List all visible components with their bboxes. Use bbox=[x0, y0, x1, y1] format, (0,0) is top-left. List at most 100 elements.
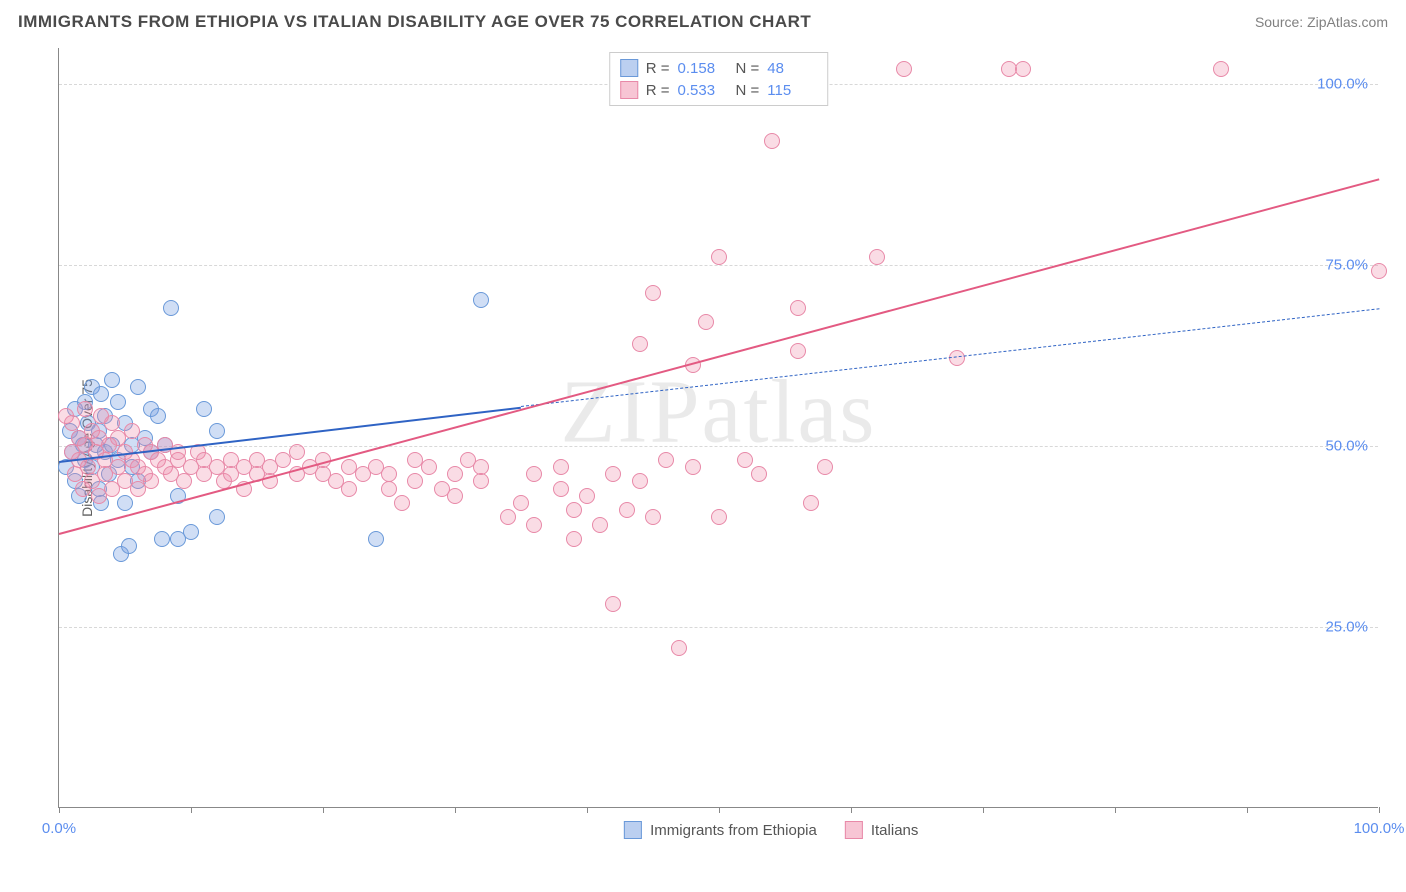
x-tick bbox=[851, 807, 852, 813]
data-point-italians bbox=[526, 517, 542, 533]
legend-series: Immigrants from Ethiopia Italians bbox=[624, 821, 918, 839]
data-point-italians bbox=[592, 517, 608, 533]
y-tick-label: 100.0% bbox=[1317, 76, 1368, 93]
data-point-italians bbox=[869, 249, 885, 265]
data-point-italians bbox=[671, 640, 687, 656]
data-point-italians bbox=[711, 249, 727, 265]
data-point-italians bbox=[949, 350, 965, 366]
legend-item: Immigrants from Ethiopia bbox=[624, 821, 817, 839]
data-point-italians bbox=[77, 401, 93, 417]
x-tick bbox=[191, 807, 192, 813]
x-tick-label: 100.0% bbox=[1354, 820, 1405, 837]
x-tick-label: 0.0% bbox=[42, 820, 76, 837]
data-point-italians bbox=[447, 488, 463, 504]
y-tick-label: 75.0% bbox=[1325, 257, 1368, 274]
data-point-ethiopia bbox=[163, 300, 179, 316]
data-point-italians bbox=[553, 481, 569, 497]
legend-n-label: N = bbox=[736, 82, 760, 99]
data-point-italians bbox=[500, 509, 516, 525]
x-tick bbox=[719, 807, 720, 813]
legend-stat-row: R =0.158N =48 bbox=[620, 57, 818, 79]
legend-r-label: R = bbox=[646, 82, 670, 99]
legend-swatch bbox=[845, 821, 863, 839]
data-point-italians bbox=[124, 423, 140, 439]
data-point-italians bbox=[1213, 61, 1229, 77]
y-tick-label: 25.0% bbox=[1325, 619, 1368, 636]
legend-n-label: N = bbox=[736, 60, 760, 77]
data-point-ethiopia bbox=[117, 495, 133, 511]
data-point-italians bbox=[421, 459, 437, 475]
x-tick bbox=[59, 807, 60, 813]
x-tick bbox=[983, 807, 984, 813]
legend-swatch bbox=[624, 821, 642, 839]
data-point-italians bbox=[605, 466, 621, 482]
x-tick bbox=[587, 807, 588, 813]
x-tick bbox=[1247, 807, 1248, 813]
data-point-italians bbox=[143, 473, 159, 489]
data-point-ethiopia bbox=[183, 524, 199, 540]
gridline bbox=[59, 627, 1378, 628]
data-point-italians bbox=[605, 596, 621, 612]
data-point-ethiopia bbox=[368, 531, 384, 547]
data-point-ethiopia bbox=[130, 379, 146, 395]
legend-stats: R =0.158N =48R =0.533N =115 bbox=[609, 52, 829, 106]
legend-label: Italians bbox=[871, 822, 919, 839]
data-point-italians bbox=[737, 452, 753, 468]
data-point-ethiopia bbox=[196, 401, 212, 417]
legend-item: Italians bbox=[845, 821, 919, 839]
data-point-italians bbox=[896, 61, 912, 77]
source-label: Source: ZipAtlas.com bbox=[1255, 14, 1388, 30]
data-point-italians bbox=[394, 495, 410, 511]
legend-n-value: 48 bbox=[767, 60, 817, 77]
data-point-italians bbox=[566, 531, 582, 547]
data-point-italians bbox=[1015, 61, 1031, 77]
x-tick bbox=[455, 807, 456, 813]
data-point-italians bbox=[341, 481, 357, 497]
gridline bbox=[59, 265, 1378, 266]
data-point-italians bbox=[764, 133, 780, 149]
data-point-italians bbox=[381, 466, 397, 482]
gridline bbox=[59, 446, 1378, 447]
data-point-italians bbox=[176, 473, 192, 489]
legend-n-value: 115 bbox=[767, 82, 817, 99]
data-point-italians bbox=[619, 502, 635, 518]
data-point-italians bbox=[566, 502, 582, 518]
legend-r-label: R = bbox=[646, 60, 670, 77]
x-tick bbox=[1115, 807, 1116, 813]
legend-stat-row: R = 0.533 N = 115 bbox=[620, 79, 818, 101]
data-point-italians bbox=[790, 343, 806, 359]
data-point-ethiopia bbox=[93, 386, 109, 402]
data-point-italians bbox=[579, 488, 595, 504]
trend-line bbox=[59, 178, 1380, 535]
data-point-italians bbox=[447, 466, 463, 482]
legend-swatch bbox=[620, 59, 638, 77]
data-point-italians bbox=[473, 473, 489, 489]
data-point-italians bbox=[790, 300, 806, 316]
data-point-italians bbox=[711, 509, 727, 525]
data-point-italians bbox=[513, 495, 529, 511]
data-point-ethiopia bbox=[209, 423, 225, 439]
legend-label: Immigrants from Ethiopia bbox=[650, 822, 817, 839]
data-point-italians bbox=[751, 466, 767, 482]
data-point-italians bbox=[698, 314, 714, 330]
data-point-italians bbox=[645, 509, 661, 525]
data-point-ethiopia bbox=[473, 292, 489, 308]
data-point-italians bbox=[80, 459, 96, 475]
chart-title: IMMIGRANTS FROM ETHIOPIA VS ITALIAN DISA… bbox=[18, 12, 811, 32]
data-point-italians bbox=[817, 459, 833, 475]
data-point-ethiopia bbox=[209, 509, 225, 525]
data-point-italians bbox=[685, 459, 701, 475]
data-point-italians bbox=[803, 495, 819, 511]
data-point-italians bbox=[632, 336, 648, 352]
data-point-ethiopia bbox=[150, 408, 166, 424]
data-point-italians bbox=[289, 444, 305, 460]
data-point-italians bbox=[526, 466, 542, 482]
data-point-ethiopia bbox=[104, 372, 120, 388]
legend-r-value: 0.533 bbox=[678, 82, 728, 99]
data-point-italians bbox=[381, 481, 397, 497]
watermark: ZIPatlas bbox=[561, 361, 877, 464]
trend-line bbox=[521, 309, 1379, 408]
data-point-ethiopia bbox=[121, 538, 137, 554]
data-point-italians bbox=[473, 459, 489, 475]
data-point-italians bbox=[645, 285, 661, 301]
